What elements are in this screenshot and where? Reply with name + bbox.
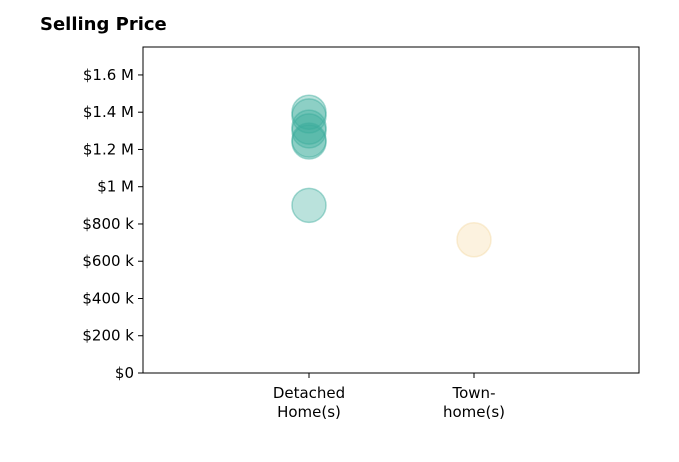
data-point [291, 113, 327, 149]
x-tick-label: Town-home(s) [443, 384, 505, 421]
x-tick-label: Detached Home(s) [273, 384, 345, 421]
plot-frame [142, 46, 640, 374]
y-tick-label: $1.4 M [83, 103, 134, 121]
y-tick-label: $600 k [82, 252, 134, 270]
data-point [291, 94, 327, 130]
y-tick-label: $1.6 M [83, 66, 134, 84]
data-point [291, 122, 327, 158]
y-tick-label: $1 M [97, 178, 134, 196]
y-tick-label: $200 k [82, 327, 134, 345]
data-point [291, 124, 327, 160]
y-tick-label: $800 k [82, 215, 134, 233]
data-points [291, 94, 492, 258]
chart-title: Selling Price [40, 14, 167, 35]
y-tick-label: $1.2 M [83, 140, 134, 158]
y-tick-label: $400 k [82, 289, 134, 307]
data-point [291, 109, 327, 145]
y-tick-label: $0 [115, 364, 134, 382]
data-point [291, 187, 327, 224]
y-axis: $0 $200 k $400 k $600 k $800 k $1 M $1.2 M $1.4… [82, 66, 143, 382]
x-axis: Detached Home(s) Town-home(s) [273, 373, 505, 421]
data-point [291, 98, 327, 134]
data-point [456, 222, 492, 258]
